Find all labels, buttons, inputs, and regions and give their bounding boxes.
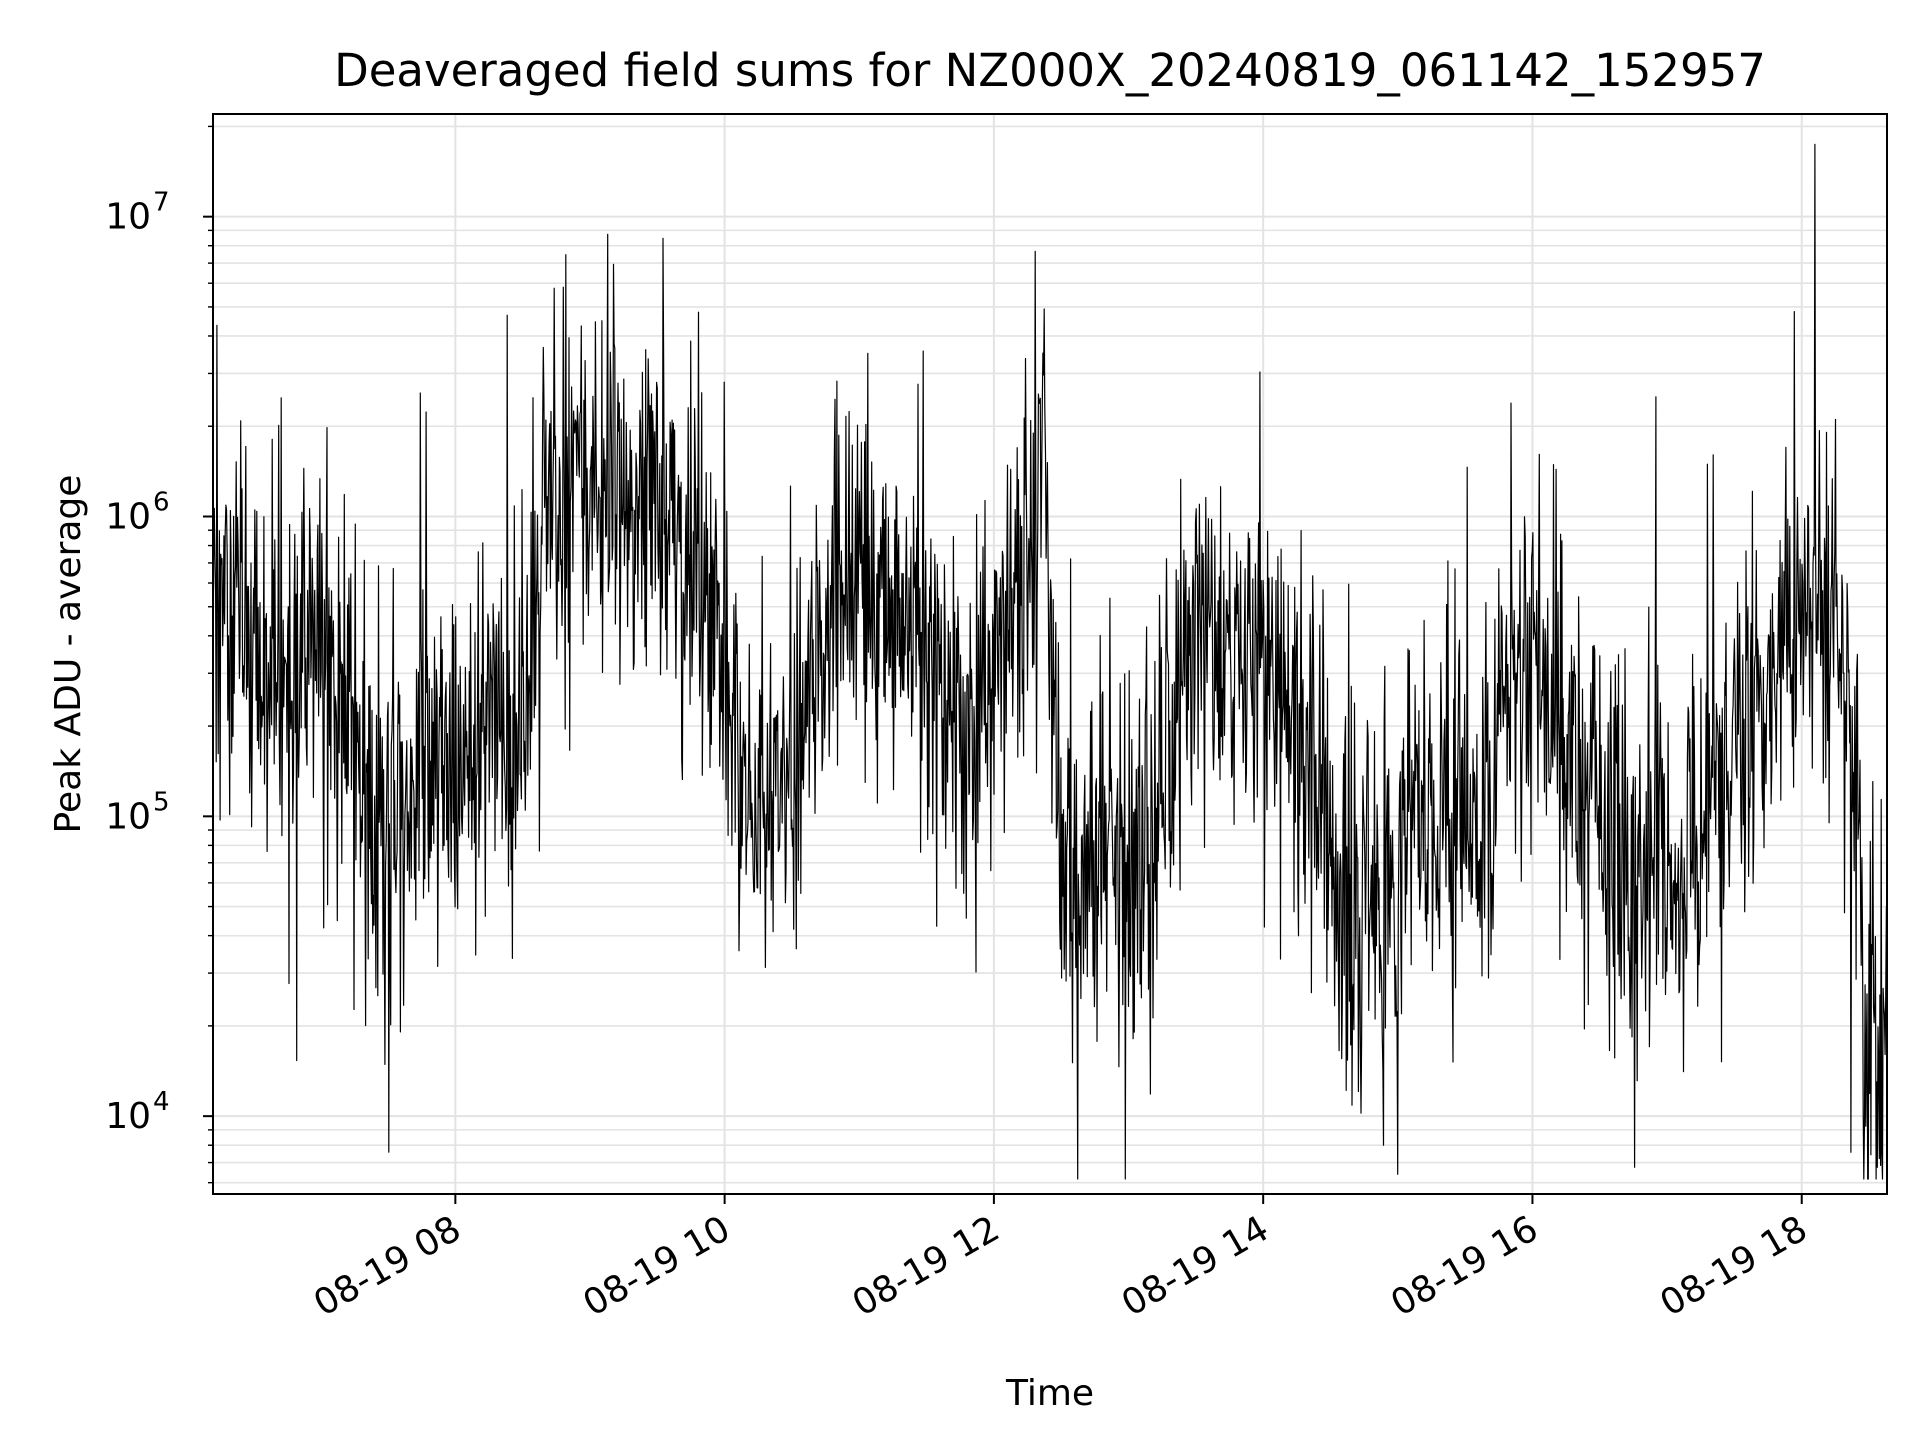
y-tick-label-exponent: 6 <box>153 487 170 517</box>
chart-title: Deaveraged field sums for NZ000X_2024081… <box>334 44 1766 97</box>
y-tick-label: 10 <box>105 197 151 238</box>
data-layer <box>212 143 1888 1180</box>
plot-frame <box>212 113 1888 1195</box>
series-line-0 <box>212 143 1888 1180</box>
y-tick-label-exponent: 4 <box>153 1087 170 1117</box>
y-tick-label: 10 <box>105 796 151 837</box>
y-tick-label-exponent: 7 <box>153 188 170 218</box>
y-tick-label: 10 <box>105 1096 151 1137</box>
y-axis-label: Peak ADU - average <box>48 475 89 834</box>
y-tick-label-exponent: 5 <box>153 787 170 817</box>
x-axis-label: Time <box>1005 1373 1094 1414</box>
y-tick-label: 10 <box>105 496 151 537</box>
